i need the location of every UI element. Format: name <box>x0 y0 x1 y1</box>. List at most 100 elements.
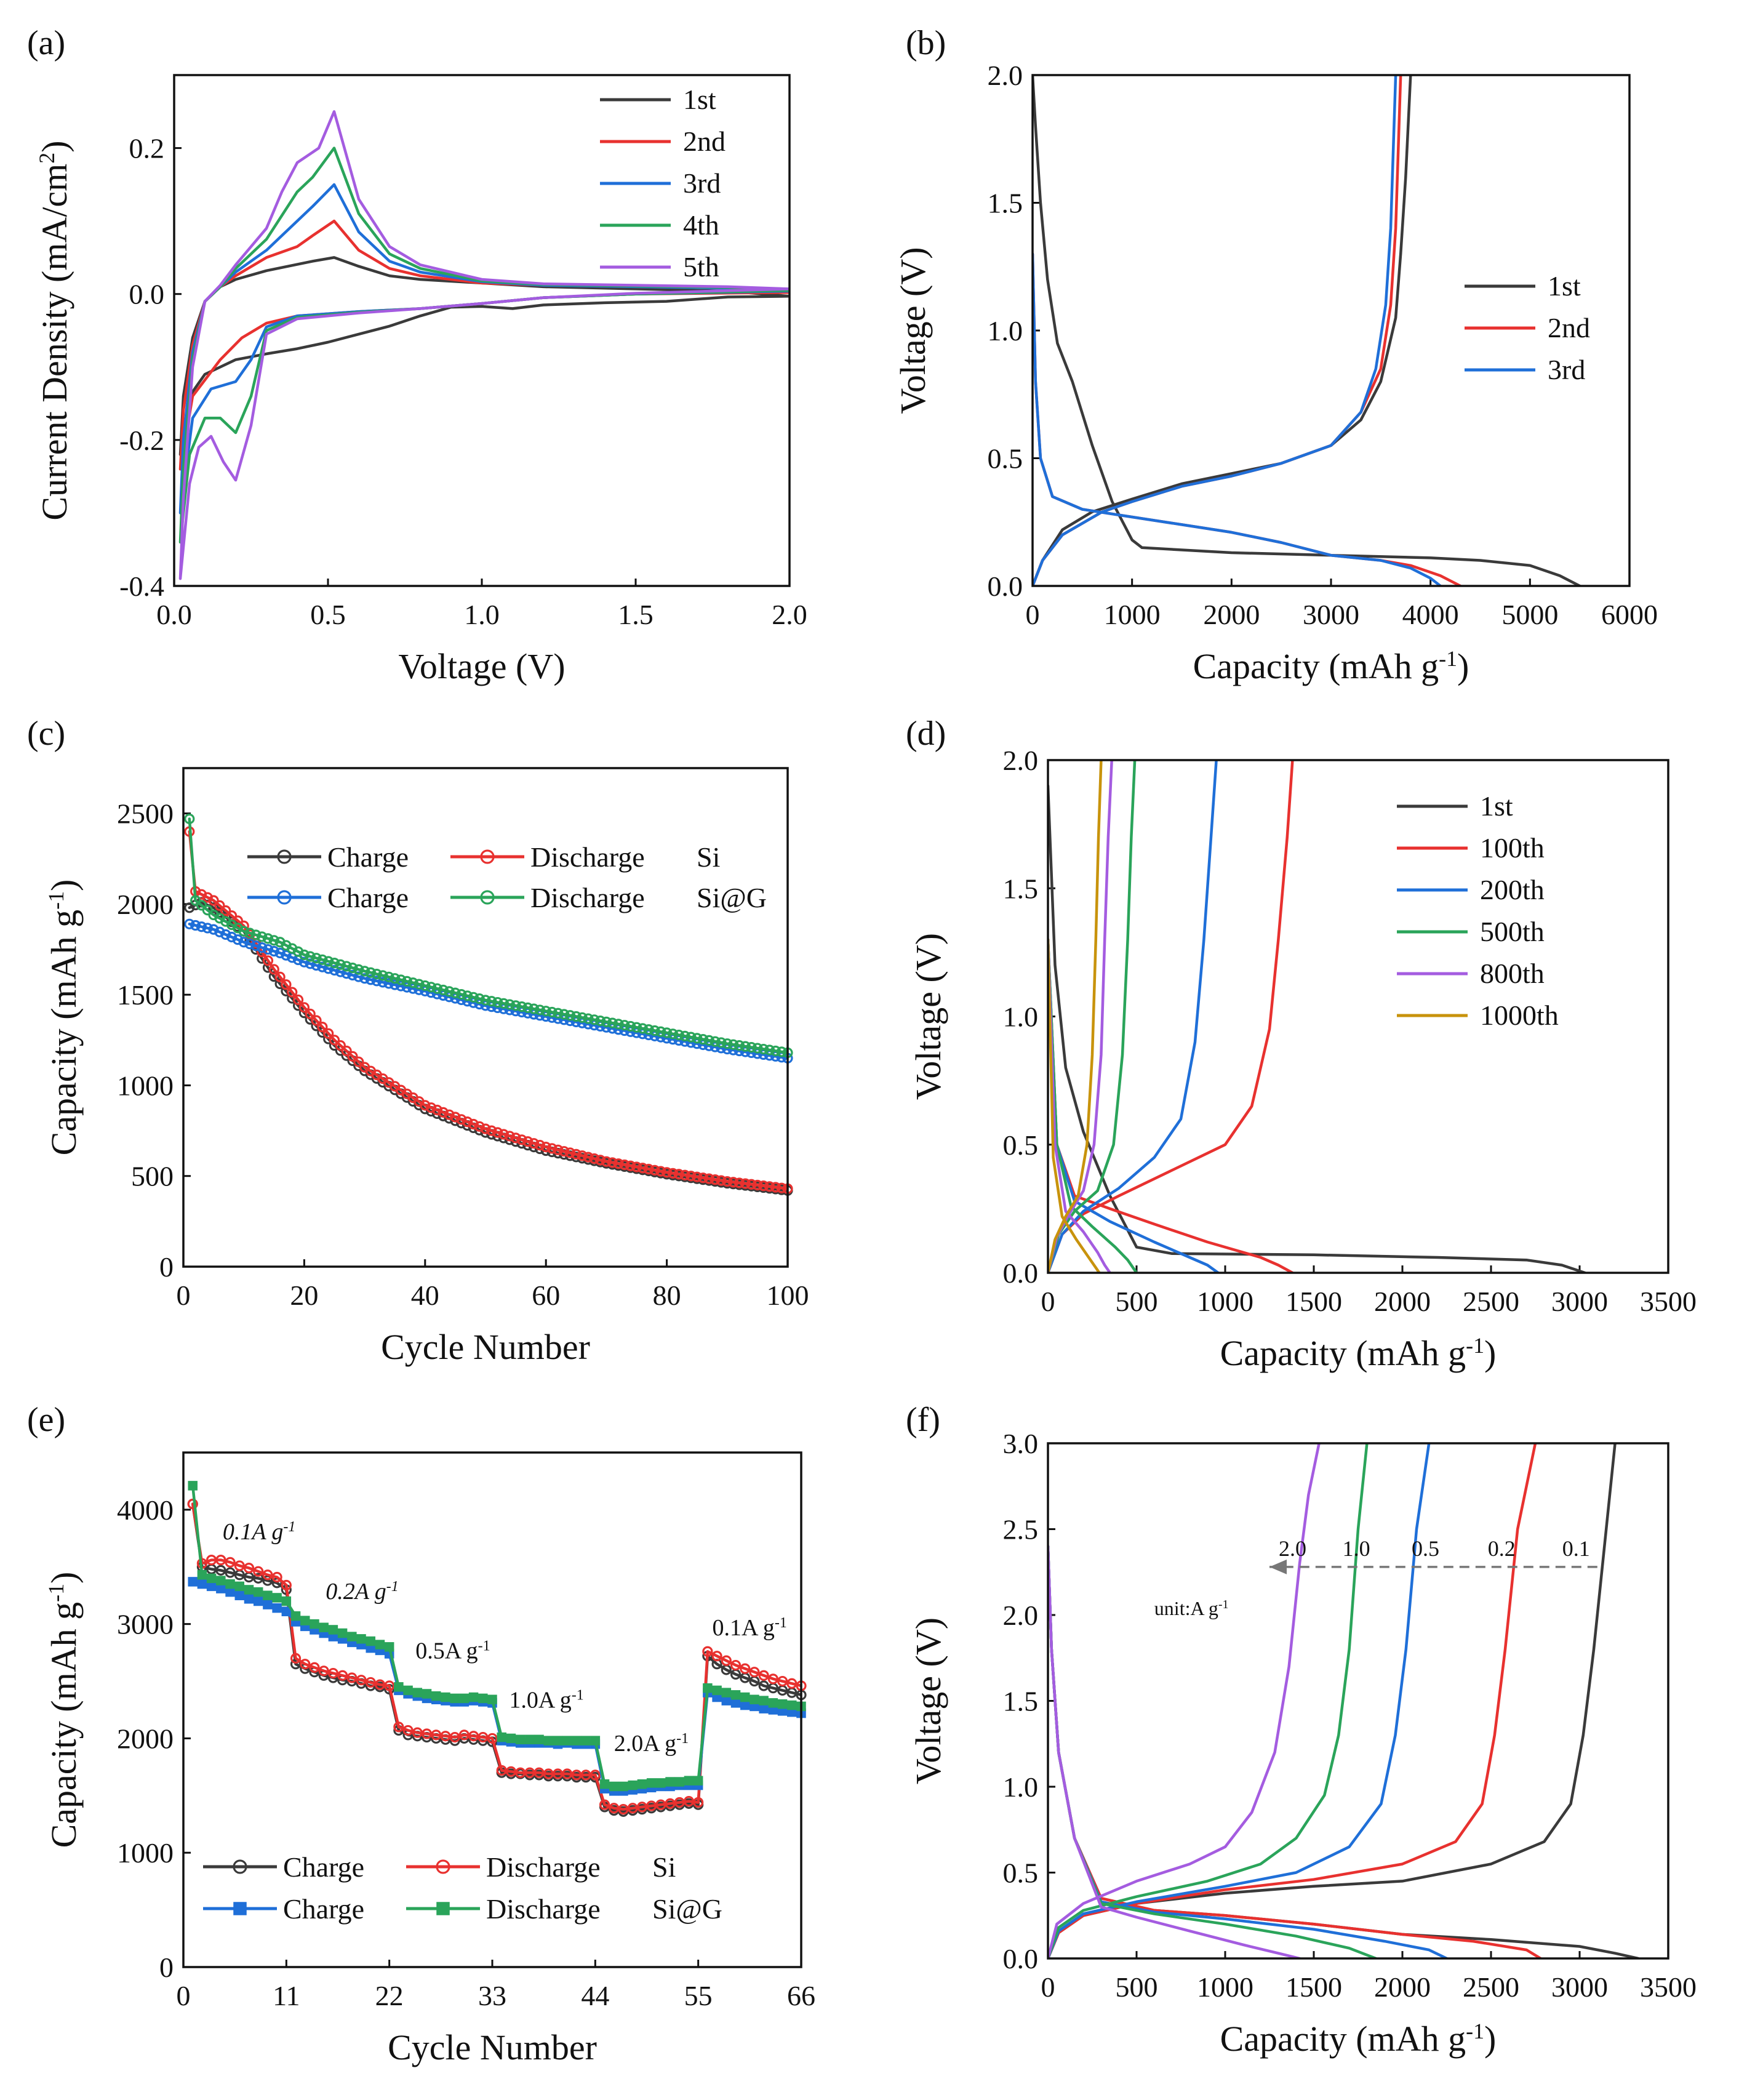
data-point <box>268 935 279 946</box>
legend-label: 1st <box>1480 790 1513 822</box>
data-point <box>515 1734 526 1745</box>
data-point <box>319 1622 329 1632</box>
data-point <box>661 1167 673 1178</box>
rate-annotation: 1.0A g-1 <box>509 1687 583 1713</box>
data-point <box>468 1692 479 1702</box>
data-point <box>759 1696 769 1705</box>
data-point <box>655 1026 666 1037</box>
data-point <box>703 1035 714 1046</box>
data-point <box>703 1173 714 1184</box>
data-point <box>311 960 322 971</box>
svg-text:Cycle Number: Cycle Number <box>388 2027 597 2067</box>
data-point <box>274 947 286 959</box>
data-point <box>402 1725 414 1736</box>
data-point <box>377 977 388 988</box>
data-point <box>444 986 455 997</box>
data-point <box>317 961 328 972</box>
data-point <box>347 969 358 980</box>
data-point <box>281 1596 292 1606</box>
data-point <box>703 1683 713 1693</box>
data-point <box>674 1777 684 1787</box>
data-point <box>317 954 328 965</box>
data-point <box>244 939 255 950</box>
data-point <box>525 1734 535 1745</box>
svg-text:Capacity (mAh g-1): Capacity (mAh g-1) <box>44 880 84 1156</box>
data-point <box>263 1590 273 1600</box>
data-point <box>365 974 377 985</box>
data-point <box>262 955 274 966</box>
data-point <box>667 1168 679 1179</box>
x-tick-label: 6000 <box>1601 599 1658 630</box>
x-tick-label: 1000 <box>1197 1286 1253 1317</box>
data-point <box>305 1008 316 1020</box>
y-tick-label: 0.0 <box>1003 1257 1039 1289</box>
data-point <box>356 1675 367 1686</box>
x-tick-label: 2000 <box>1203 599 1260 630</box>
data-point <box>770 1045 781 1057</box>
data-point <box>486 1125 497 1136</box>
data-point <box>492 996 503 1008</box>
data-point <box>730 1698 741 1708</box>
rate-label: 0.1 <box>1562 1536 1590 1561</box>
data-point <box>341 1045 352 1057</box>
data-point <box>528 1003 540 1014</box>
data-point <box>244 928 255 939</box>
panel-c: (c)0 20 40 60 80 10005001000150020002500Cycle… <box>27 715 809 1367</box>
data-point <box>407 977 418 988</box>
x-axis-title: Capacity (mAh g-1) <box>1220 2019 1497 2059</box>
y-axis-title: Voltage (V) <box>893 247 933 414</box>
data-point <box>758 1670 769 1681</box>
data-point <box>337 1628 348 1638</box>
y-tick-label: 1.5 <box>1003 873 1039 904</box>
data-point <box>305 958 316 969</box>
y-tick-label: 0 <box>159 1251 174 1283</box>
data-point <box>395 974 407 985</box>
data-point <box>599 1779 610 1789</box>
legend-label: 1000th <box>1480 1000 1559 1031</box>
data-point <box>599 1799 610 1810</box>
data-point <box>510 1000 521 1011</box>
data-point <box>498 1129 510 1140</box>
data-point <box>438 984 449 996</box>
data-point <box>468 1118 479 1130</box>
svg-text:Cycle Number: Cycle Number <box>381 1327 590 1367</box>
data-point <box>462 1116 473 1128</box>
rate-label: 0.2 <box>1488 1536 1516 1561</box>
data-point <box>534 1004 545 1016</box>
svg-text:Voltage (V): Voltage (V) <box>398 646 565 686</box>
x-tick-label: 2.0 <box>772 599 807 630</box>
data-point <box>702 1646 713 1657</box>
data-point <box>510 1132 521 1144</box>
data-point <box>431 983 443 994</box>
data-point <box>335 1040 346 1051</box>
data-point <box>712 1685 722 1696</box>
data-point <box>225 1557 236 1568</box>
y-tick-label: 2.0 <box>988 60 1023 91</box>
legend-marker <box>480 849 495 864</box>
legend-label: Discharge <box>530 841 645 873</box>
data-point <box>450 1693 460 1704</box>
data-point <box>287 987 298 998</box>
x-tick-label: 0.5 <box>310 599 346 630</box>
y-tick-label: 0.0 <box>988 571 1023 602</box>
x-axis-title: Cycle Number <box>388 2027 597 2067</box>
x-tick-label: 1000 <box>1197 1971 1253 2003</box>
data-point <box>438 1107 449 1118</box>
panel-e: (e) 0 11 22 33 44 55 66 0 1000 2000 3000 4000 Cycle N… <box>27 1401 815 2067</box>
y-axis-title: Current Density (mA/cm2) <box>34 140 74 520</box>
y-tick-label: 0 <box>159 1952 174 1983</box>
rate-arrow-head <box>1269 1559 1287 1574</box>
data-point <box>347 962 358 974</box>
x-tick-label: 1500 <box>1285 1971 1342 2003</box>
legend-marker <box>436 1902 450 1915</box>
data-point <box>770 1182 781 1193</box>
data-point <box>444 1109 455 1120</box>
data-point <box>298 949 310 960</box>
svg-text:Voltage (V): Voltage (V) <box>908 1617 948 1784</box>
data-point <box>215 1555 226 1566</box>
y-tick-label: 1.5 <box>1003 1686 1039 1717</box>
legend-group-label: Si@G <box>697 882 767 913</box>
data-point <box>353 971 364 982</box>
data-point <box>300 1659 311 1670</box>
data-point <box>601 1016 612 1027</box>
